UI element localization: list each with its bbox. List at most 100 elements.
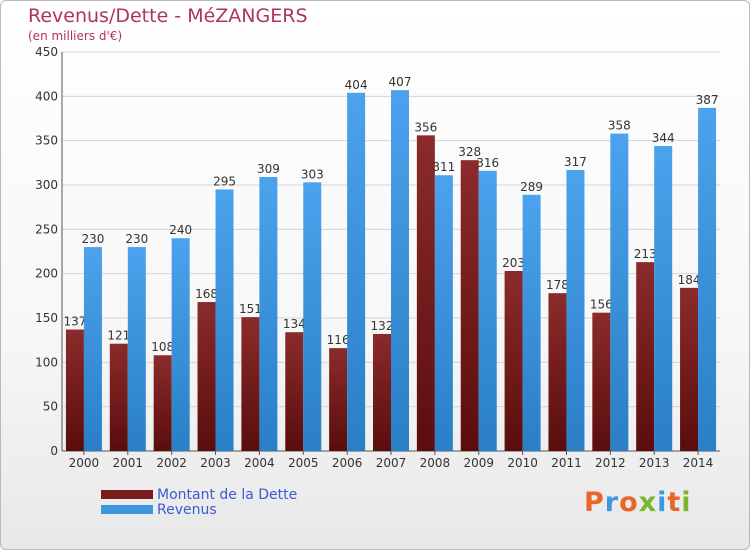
bar-dette: [197, 302, 216, 451]
bar-revenus: [610, 133, 629, 451]
bar-revenus: [215, 189, 234, 451]
x-tick-label: 2005: [288, 456, 319, 470]
x-tick-label: 2012: [595, 456, 626, 470]
logo-letter: i: [681, 487, 692, 518]
data-label-revenus: 289: [520, 180, 543, 194]
bar-revenus: [391, 90, 409, 452]
bar-revenus: [347, 92, 366, 451]
data-label-revenus: 230: [81, 232, 104, 246]
logo-letter: r: [604, 487, 620, 518]
bar-revenus: [478, 170, 497, 451]
data-label-dette: 168: [195, 287, 218, 301]
bar-revenus: [654, 145, 673, 451]
bar-revenus: [127, 247, 146, 451]
data-label-dette: 356: [414, 120, 437, 134]
legend-item-dette: Montant de la Dette: [101, 486, 298, 503]
data-label-revenus: 387: [696, 93, 719, 107]
legend-item-revenus: Revenus: [101, 501, 297, 518]
data-label-revenus: 344: [652, 131, 675, 145]
bar-dette: [504, 271, 523, 451]
x-tick-label: 2009: [463, 456, 494, 470]
y-tick-label: 450: [35, 45, 58, 59]
logo-letter: i: [657, 487, 668, 518]
y-tick-label: 350: [35, 134, 58, 148]
x-tick-label: 2001: [113, 456, 144, 470]
data-label-dette: 116: [327, 333, 350, 347]
y-tick-label: 300: [35, 178, 58, 192]
bar-revenus: [522, 194, 541, 451]
bar-chart: 0 50 100 150 200 250 300 350 400 450 137 230 2000 121…: [35, 45, 720, 470]
x-tick-label: 2006: [332, 456, 363, 470]
legend-label-dette: Montant de la Dette: [157, 486, 298, 503]
legend-label-revenus: Revenus: [157, 501, 217, 518]
data-label-dette: 213: [634, 247, 657, 261]
bar-revenus: [83, 247, 102, 451]
y-tick-label: 0: [50, 444, 58, 458]
y-tick-label: 100: [35, 355, 58, 369]
data-label-revenus: 295: [213, 174, 236, 188]
data-label-revenus: 309: [257, 162, 280, 176]
data-label-dette: 156: [590, 298, 613, 312]
x-tick-label: 2010: [507, 456, 538, 470]
x-tick-label: 2014: [683, 456, 714, 470]
bar-dette: [285, 332, 304, 451]
chart-title: Revenus/Dette - MéZANGERS: [28, 5, 308, 27]
bar-dette: [153, 355, 172, 451]
bar-revenus: [259, 177, 278, 451]
bar-dette: [636, 262, 655, 451]
data-label-dette: 178: [546, 278, 569, 292]
bar-dette: [65, 329, 84, 451]
x-tick-label: 2002: [156, 456, 187, 470]
bar-dette: [548, 293, 567, 451]
x-tick-label: 2013: [639, 456, 670, 470]
x-tick-label: 2007: [376, 456, 407, 470]
bar-dette: [592, 312, 611, 451]
data-label-revenus: 316: [476, 156, 499, 170]
data-label-revenus: 404: [345, 78, 368, 92]
bar-dette: [460, 160, 479, 451]
data-label-revenus: 230: [125, 232, 148, 246]
data-label-dette: 328: [458, 145, 481, 159]
legend: Montant de la Dette Revenus: [101, 486, 298, 518]
y-tick-label: 150: [35, 311, 58, 325]
logo-letter: t: [667, 487, 682, 518]
data-label-dette: 151: [239, 302, 262, 316]
logo-letter: x: [638, 487, 658, 518]
bar-dette: [109, 343, 128, 451]
logo-letter: o: [619, 487, 639, 518]
data-label-dette: 132: [371, 319, 394, 333]
data-label-revenus: 311: [432, 160, 455, 174]
x-tick-label: 2008: [420, 456, 451, 470]
x-tick-label: 2003: [200, 456, 231, 470]
data-label-revenus: 240: [169, 223, 192, 237]
logo-letter: P: [584, 487, 605, 518]
proxiti-logo: Proxiti: [584, 487, 692, 518]
data-label-revenus: 303: [301, 167, 324, 181]
y-tick-label: 50: [43, 400, 58, 414]
bar-revenus: [171, 238, 190, 451]
bar-dette: [416, 135, 435, 451]
y-tick-label: 400: [35, 89, 58, 103]
bar-revenus: [434, 175, 453, 451]
data-label-dette: 203: [502, 256, 525, 270]
y-tick-label: 250: [35, 222, 58, 236]
y-tick-label: 200: [35, 267, 58, 281]
data-label-dette: 121: [107, 329, 130, 343]
data-label-revenus: 358: [608, 119, 631, 133]
x-tick-label: 2004: [244, 456, 275, 470]
bar-revenus: [303, 182, 322, 451]
data-label-dette: 134: [283, 317, 306, 331]
data-label-dette: 137: [63, 315, 86, 329]
legend-swatch-revenus: [101, 505, 153, 514]
bar-dette: [241, 317, 260, 451]
legend-swatch-dette: [101, 490, 153, 499]
chart-subtitle: (en milliers d'€): [28, 29, 123, 43]
data-label-revenus: 317: [564, 155, 587, 169]
bar-revenus: [566, 169, 585, 451]
bar-revenus: [698, 107, 717, 452]
bar-dette: [373, 333, 391, 451]
x-tick-label: 2011: [551, 456, 582, 470]
x-tick-label: 2000: [69, 456, 100, 470]
bar-dette: [329, 348, 348, 451]
